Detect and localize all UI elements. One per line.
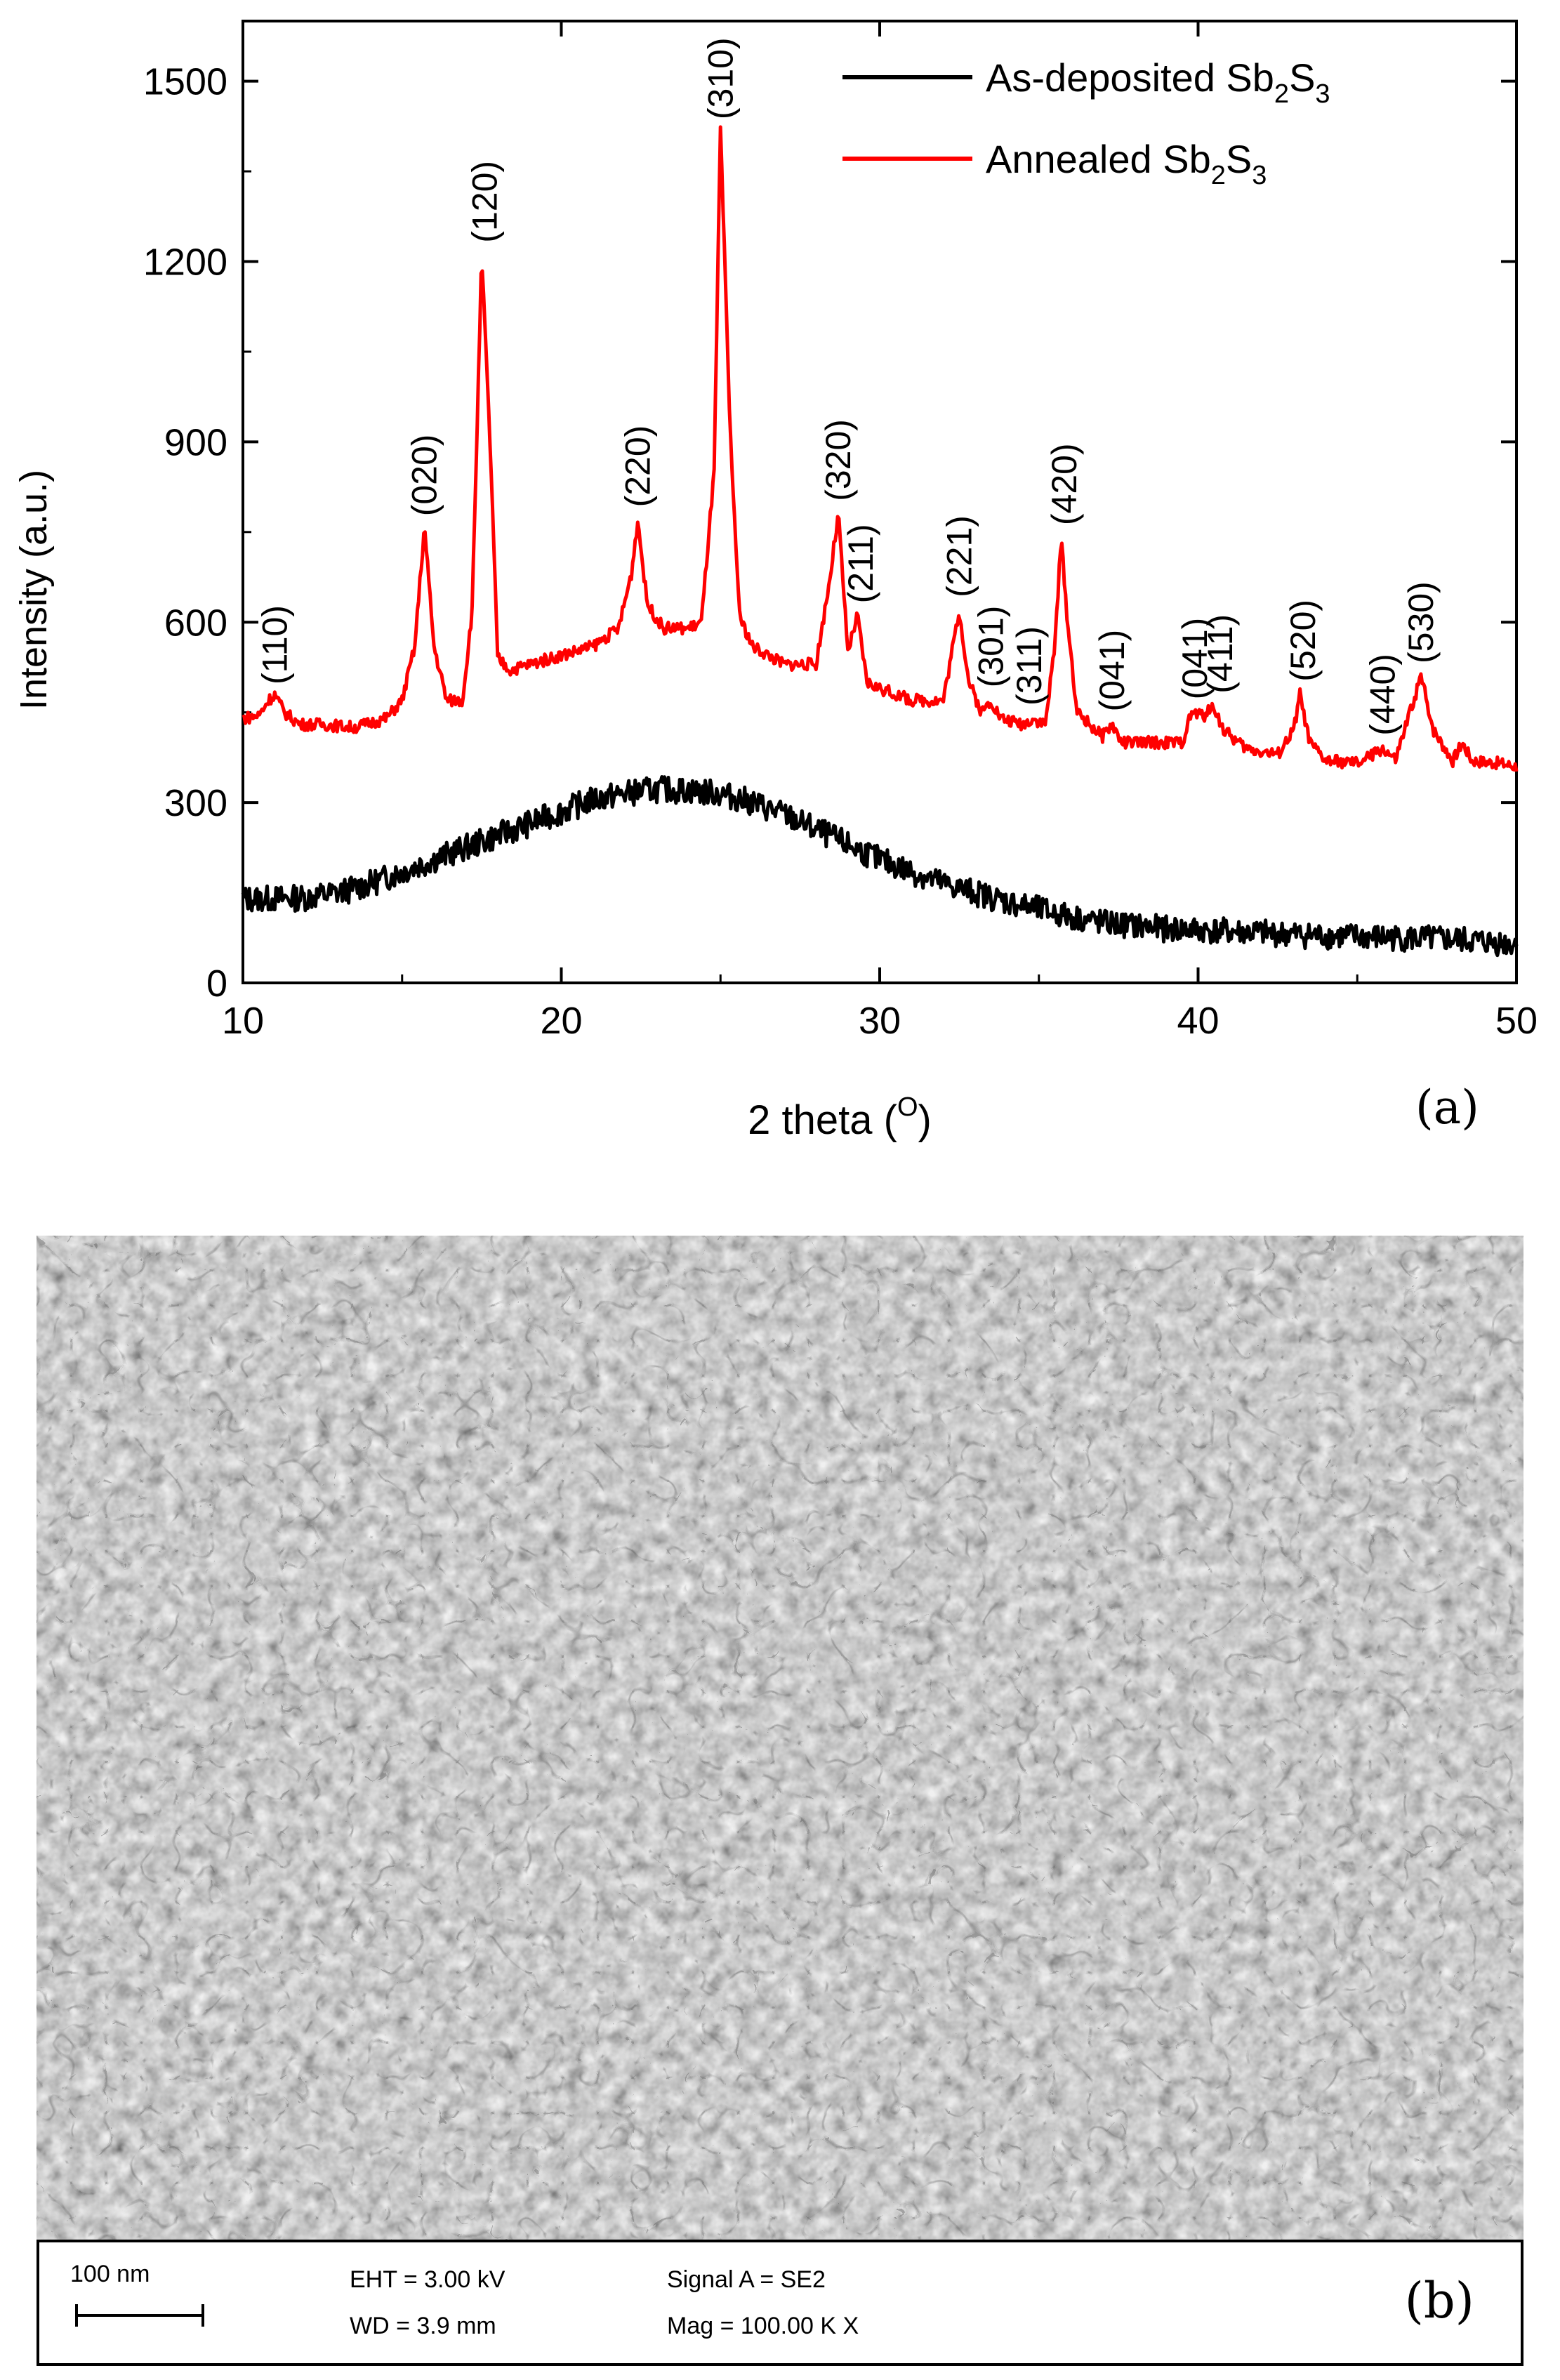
x-tick-label: 20 (540, 1000, 582, 1042)
y-tick-label: 600 (164, 602, 227, 644)
peak-label: (110) (255, 605, 294, 685)
series-annealed-line (242, 125, 1519, 772)
y-tick-label: 300 (164, 782, 227, 824)
wd-value: WD = 3.9 mm (350, 2313, 496, 2339)
peak-label: (041) (1092, 630, 1132, 712)
y-tick-label: 1500 (143, 61, 227, 103)
y-axis: 0 300 600 900 1200 1500 (143, 61, 1516, 1005)
series-as-deposited-line (241, 775, 1519, 958)
scale-bar-icon (75, 2304, 204, 2327)
peak-annotations: (110) (020) (120) (220) (310) (320) (211) (221)… (255, 37, 1441, 735)
x-axis: 10 20 30 40 50 (222, 21, 1538, 1042)
peak-label: (310) (701, 37, 740, 119)
signal-value: Signal A = SE2 (667, 2266, 826, 2293)
y-axis-label: Intensity (a.u.) (13, 470, 55, 710)
peak-label: (530) (1401, 581, 1441, 663)
peak-label: (411) (1201, 614, 1240, 694)
legend-label: As-deposited Sb2S3 (986, 55, 1330, 109)
peak-label: (440) (1363, 654, 1403, 736)
peak-label: (301) (972, 606, 1011, 688)
eht-value: EHT = 3.00 kV (350, 2266, 505, 2293)
peak-label: (420) (1045, 443, 1084, 525)
y-tick-label: 0 (206, 963, 227, 1005)
sem-crack-texture (37, 1236, 1523, 2366)
x-tick-label: 40 (1177, 1000, 1219, 1042)
y-tick-label: 900 (164, 421, 227, 463)
peak-label: (220) (618, 425, 657, 508)
sem-info-bar: 100 nm EHT = 3.00 kV WD = 3.9 mm Signal … (37, 2240, 1523, 2366)
panel-label-a: (a) (1415, 1080, 1479, 1135)
peak-label: (120) (465, 161, 505, 243)
x-tick-label: 10 (222, 1000, 264, 1042)
xrd-chart: 0 300 600 900 1200 1500 10 20 30 40 50 (110) (020)… (13, 20, 1538, 1143)
legend-label: Annealed Sb2S3 (986, 137, 1267, 190)
peak-label: (520) (1283, 600, 1323, 682)
peak-label: (221) (939, 515, 979, 597)
mag-value: Mag = 100.00 K X (667, 2313, 859, 2339)
scale-bar-label: 100 nm (70, 2261, 150, 2287)
peak-label: (311) (1010, 626, 1049, 706)
x-tick-label: 30 (859, 1000, 901, 1042)
x-axis-label: 2 theta (O) (748, 1092, 932, 1143)
peak-label: (020) (405, 435, 444, 517)
peak-label: (211) (841, 524, 880, 603)
series-layer (241, 125, 1519, 958)
legend: As-deposited Sb2S3 Annealed Sb2S3 (842, 55, 1330, 190)
panel-label-b: (b) (1404, 2272, 1474, 2329)
y-tick-label: 1200 (143, 242, 227, 284)
peak-label: (320) (819, 419, 858, 501)
peak-label: (041) (1175, 618, 1215, 700)
x-tick-label: 50 (1495, 1000, 1538, 1042)
sem-micrograph (37, 1236, 1523, 2366)
